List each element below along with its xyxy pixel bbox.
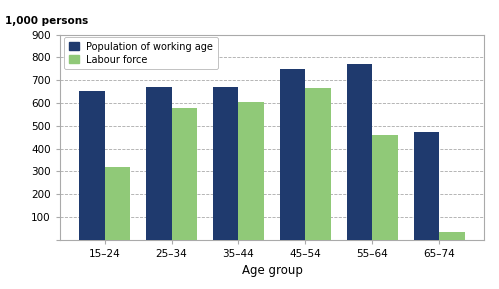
Bar xyxy=(347,64,372,240)
Bar xyxy=(239,102,264,240)
Bar xyxy=(105,167,130,240)
Bar xyxy=(305,88,331,240)
X-axis label: Age group: Age group xyxy=(242,264,302,277)
Text: 1,000 persons: 1,000 persons xyxy=(4,16,88,27)
Bar xyxy=(414,131,439,240)
Bar xyxy=(79,90,105,240)
Bar xyxy=(172,108,197,240)
Bar xyxy=(213,87,239,240)
Bar xyxy=(372,135,398,240)
Bar xyxy=(146,87,172,240)
Legend: Population of working age, Labour force: Population of working age, Labour force xyxy=(64,37,218,69)
Bar xyxy=(439,232,465,240)
Bar xyxy=(280,69,305,240)
